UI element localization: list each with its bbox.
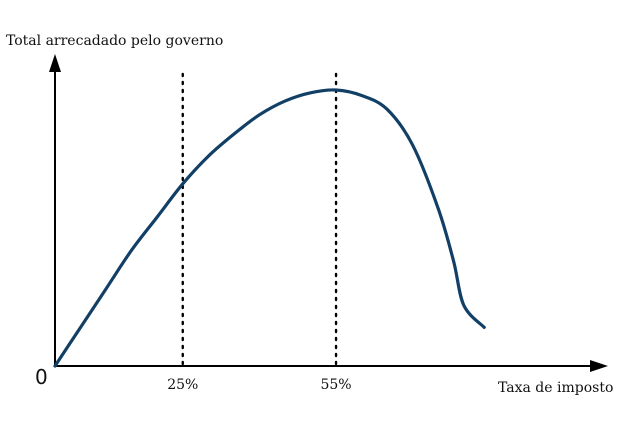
y-axis-label: Total arrecadado pelo governo	[6, 33, 223, 49]
origin-label: 0	[35, 365, 48, 389]
y-axis-arrow-icon	[49, 54, 61, 72]
marker-label-55: 55%	[320, 377, 351, 393]
marker-label-25: 25%	[167, 377, 198, 393]
x-axis-arrow-icon	[590, 360, 608, 372]
marker-labels: 25% 55%	[167, 377, 351, 393]
laffer-curve-line	[53, 88, 486, 368]
marker-lines	[181, 72, 338, 368]
x-axis-label: Taxa de imposto	[498, 380, 613, 396]
